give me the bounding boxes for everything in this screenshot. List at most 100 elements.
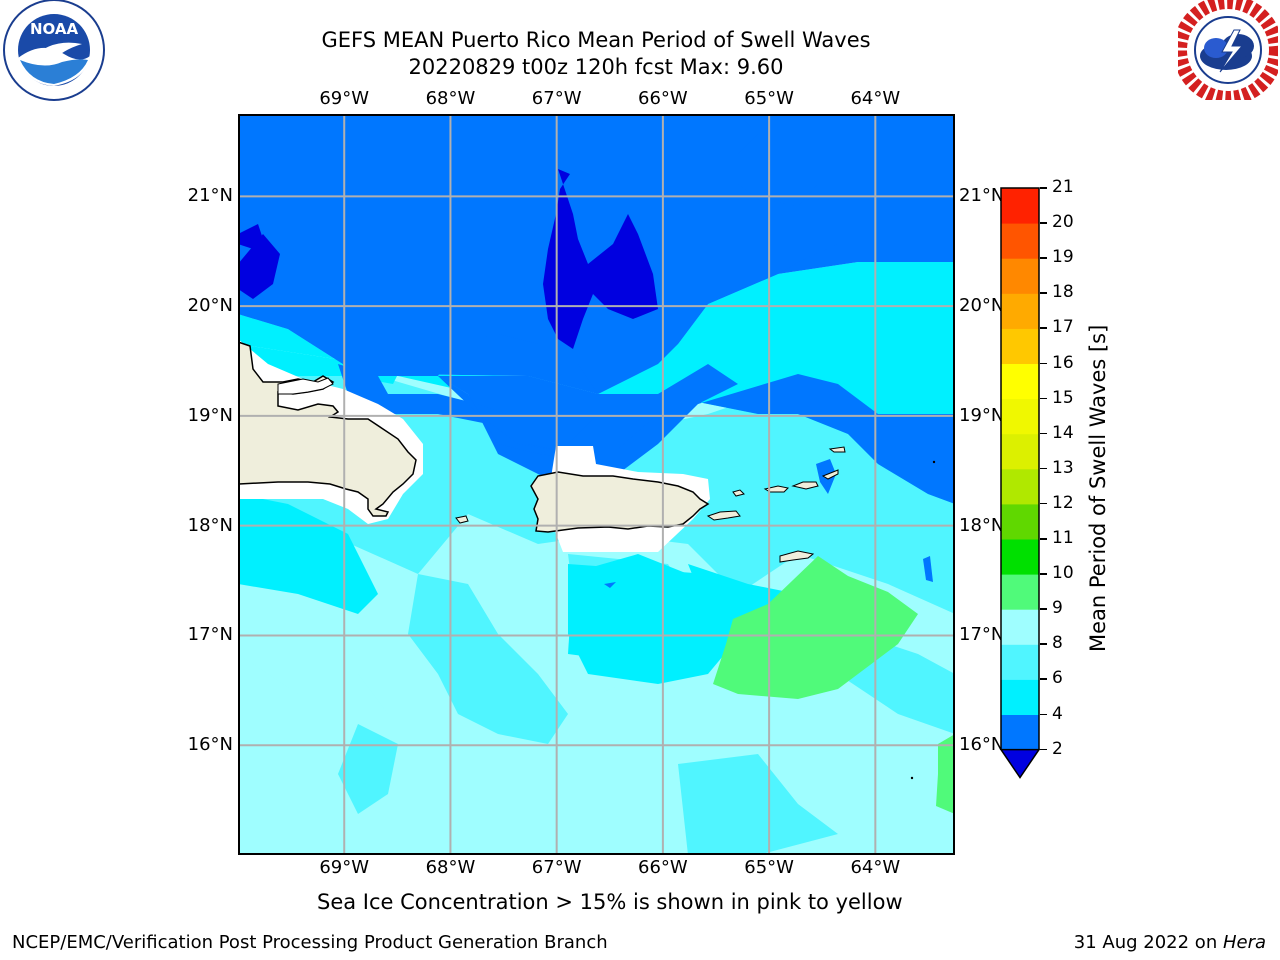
field-band-4-6-north (239, 262, 954, 504)
land-culebra (732, 489, 745, 497)
map-svg (238, 114, 955, 855)
colorbar-segment (1001, 258, 1039, 294)
lon-tick-label: 66°W (638, 88, 688, 109)
lat-tick-label: 17°N (187, 624, 233, 646)
colorbar-title: Mean Period of Swell Waves [s] (1086, 324, 1110, 652)
colorbar-tick (1040, 748, 1047, 751)
noaa-logo-text: NOAA (30, 20, 79, 38)
colorbar-tick (1040, 257, 1047, 259)
footer-date: 31 Aug 2022 on Hera (1074, 932, 1266, 953)
lon-tick-label: 66°W (638, 857, 688, 878)
colorbar-tick (1040, 432, 1047, 435)
colorbar-segment (1001, 468, 1039, 505)
graticule (238, 114, 955, 855)
footer-date-text: 31 Aug 2022 on (1073, 932, 1223, 953)
lat-tick-label: 17°N (959, 624, 1005, 646)
colorbar-level-label: 21 (1052, 177, 1074, 197)
field-band-9-10 (713, 556, 918, 699)
lon-tick-label: 67°W (531, 857, 582, 878)
colorbar-tick (1040, 608, 1047, 610)
colorbar-segment (1001, 539, 1039, 575)
lat-tick-label: 20°N (959, 295, 1005, 317)
colorbar-level-label: 10 (1052, 563, 1074, 584)
colorbar-segment (1001, 503, 1039, 540)
sea-ice-note: Sea Ice Concentration > 15% is shown in … (317, 890, 903, 914)
lat-tick-label: 21°N (187, 185, 233, 207)
colorbar-tick (1040, 222, 1047, 224)
colorbar-segment (1001, 609, 1039, 645)
colorbar-level-label: 6 (1052, 668, 1063, 689)
lat-tick-label: 18°N (959, 514, 1005, 536)
colorbar-tick (1040, 678, 1047, 680)
colorbar-tick (1040, 502, 1047, 505)
colorbar-level-label: 20 (1052, 212, 1074, 233)
colorbar-tick (1040, 467, 1047, 470)
field-band-6-8-west (408, 574, 568, 744)
colorbar-segment (1001, 714, 1039, 751)
colorbar-level-label: 13 (1052, 457, 1074, 478)
field-under-west (239, 234, 280, 299)
colorbar-segment (1001, 293, 1039, 329)
lat-tick-label: 16°N (187, 734, 233, 756)
lat-tick-label: 16°N (959, 734, 1005, 756)
lon-tick-label: 69°W (319, 857, 370, 878)
lon-tick-label: 65°W (744, 88, 794, 109)
colorbar-level-label: 14 (1052, 422, 1074, 443)
colorbar-level-label: 11 (1052, 528, 1074, 548)
field-band-6-8-southwest (338, 724, 398, 814)
lat-tick-label: 21°N (959, 185, 1005, 207)
colorbar-segment (1001, 363, 1039, 400)
land-mona-island (455, 515, 469, 524)
colorbar-level-label: 12 (1052, 492, 1074, 513)
lat-tick-label: 19°N (187, 404, 233, 426)
map-panel (238, 114, 955, 855)
colorbar-segment (1001, 644, 1039, 680)
lon-tick-label: 64°W (850, 88, 901, 109)
lat-tick-label: 19°N (959, 404, 1005, 426)
lon-tick-label: 65°W (744, 857, 794, 878)
lon-tick-label: 64°W (850, 857, 901, 878)
colorbar-level-label: 16 (1052, 352, 1074, 373)
field-band-6-8-southeast (678, 754, 838, 854)
colorbar-level-label: 17 (1052, 317, 1074, 338)
nws-logo-icon (1173, 0, 1280, 105)
colorbar-tick (1040, 573, 1047, 575)
colorbar-tick (1040, 643, 1047, 645)
land-st-croix (779, 550, 815, 563)
colorbar-segment (1001, 574, 1039, 610)
lat-tick-label: 20°N (187, 295, 233, 317)
colorbar-tick (1040, 327, 1047, 329)
colorbar-tick (1040, 538, 1047, 540)
colorbar-level-label: 15 (1052, 387, 1074, 408)
colorbar (999, 186, 1041, 786)
colorbar-level-label: 4 (1052, 703, 1063, 724)
land-virgin-gorda (821, 469, 839, 480)
colorbar-level-label: 2 (1052, 738, 1063, 759)
colorbar-segment (1001, 679, 1039, 715)
lon-tick-label: 68°W (425, 88, 476, 109)
lon-tick-label: 67°W (531, 88, 582, 109)
land-st-john (791, 481, 819, 490)
lat-tick-label: 18°N (187, 514, 233, 536)
footer-credit: NCEP/EMC/Verification Post Processing Pr… (12, 932, 608, 953)
colorbar-level-label: 18 (1052, 282, 1074, 303)
lon-tick-label: 69°W (319, 88, 370, 109)
colorbar-level-label: 8 (1052, 633, 1063, 654)
colorbar-extend-min (999, 748, 1041, 779)
lon-tick-label: 68°W (425, 857, 476, 878)
colorbar-tick (1040, 362, 1047, 364)
colorbar-segment (1001, 188, 1039, 224)
colorbar-tick (1040, 397, 1047, 400)
colorbar-svg (999, 187, 1041, 779)
colorbar-level-label: 19 (1052, 247, 1074, 268)
colorbar-frame (1000, 187, 1040, 750)
colorbar-tick (1040, 187, 1047, 189)
field-under-center (543, 169, 658, 349)
colorbar-level-label: 9 (1052, 598, 1063, 619)
map-frame (238, 114, 955, 855)
colorbar-segment (1001, 223, 1039, 259)
colorbar-tick (1040, 713, 1047, 715)
land-vieques (706, 510, 741, 521)
noaa-logo-icon: NOAA (2, 0, 106, 104)
land-anegada (828, 446, 846, 453)
